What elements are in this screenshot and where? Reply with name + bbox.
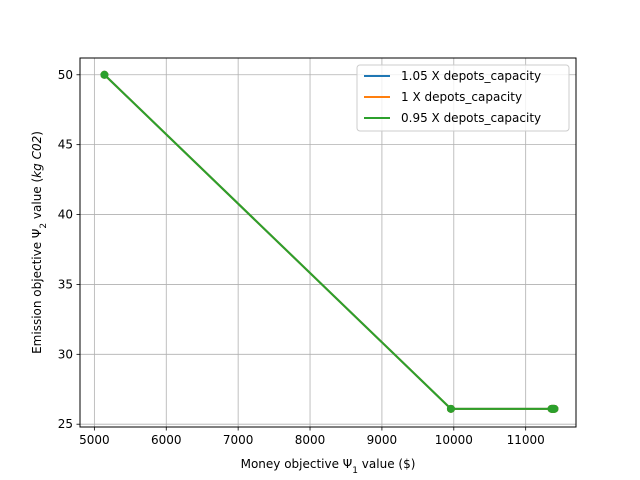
x-tick-label: 5000 — [79, 433, 110, 447]
y-tick-label: 45 — [58, 138, 73, 152]
data-point — [446, 404, 455, 413]
x-tick-label: 8000 — [295, 433, 326, 447]
data-point — [550, 404, 559, 413]
legend: 1.05 X depots_capacity 1 X depots_capacit… — [356, 64, 570, 132]
series-3 — [100, 70, 559, 413]
data-point — [100, 70, 109, 79]
x-tick-label: 11000 — [507, 433, 545, 447]
tick-layer: 5000 6000 7000 8000 9000 10000 11000 25 30 35 40 45… — [58, 68, 545, 447]
grid-layer — [80, 58, 576, 427]
y-tick-label: 30 — [58, 347, 73, 361]
y-axis-label-unit: kg C02 — [30, 136, 44, 178]
legend-box — [356, 64, 570, 132]
y-axis-label: Emission objective Ψ2 value (kg C02) — [30, 131, 49, 354]
legend-item: 1.05 X depots_capacity — [364, 69, 541, 83]
x-tick-label: 6000 — [151, 433, 182, 447]
y-axis-label-close: ) — [30, 131, 44, 136]
y-axis-label-sub: 2 — [39, 223, 49, 229]
plot-frame — [79, 57, 577, 428]
x-axis-label-tail: value ($) — [358, 457, 415, 471]
y-tick-label: 25 — [58, 417, 73, 431]
legend-label: 1 X depots_capacity — [401, 90, 522, 104]
x-tick-label: 9000 — [367, 433, 398, 447]
y-axis-label-tail: value ( — [30, 178, 44, 223]
legend-item: 1 X depots_capacity — [364, 90, 522, 104]
y-tick-label: 50 — [58, 68, 73, 82]
series-layer — [100, 70, 559, 413]
x-tick-label: 10000 — [435, 433, 473, 447]
y-tick-label: 40 — [58, 208, 73, 222]
legend-item: 0.95 X depots_capacity — [364, 111, 541, 125]
x-axis-label-sub: 1 — [352, 466, 358, 476]
x-axis-label-main: Money objective Ψ — [241, 457, 353, 471]
x-axis-label: Money objective Ψ1 value ($) — [241, 457, 416, 476]
legend-label: 0.95 X depots_capacity — [401, 111, 541, 125]
x-tick-label: 7000 — [223, 433, 254, 447]
legend-label: 1.05 X depots_capacity — [401, 69, 541, 83]
y-axis-label-main: Emission objective Ψ — [30, 229, 44, 354]
y-tick-label: 35 — [58, 277, 73, 291]
